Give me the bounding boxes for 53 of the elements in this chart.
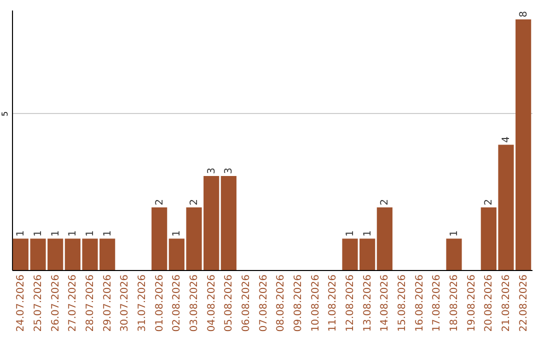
data-label: 1 — [172, 230, 183, 237]
x-tick-label: 29.07.2026 — [102, 274, 114, 332]
x-tick-label: 21.08.2026 — [501, 274, 512, 332]
data-label: 1 — [16, 230, 27, 237]
x-tick-label: 20.08.2026 — [484, 274, 495, 332]
data-label: 2 — [484, 198, 495, 206]
x-tick-label: 30.07.2026 — [120, 274, 131, 332]
x-tick-label: 17.08.2026 — [432, 274, 443, 332]
x-tick-label: 05.08.2026 — [224, 274, 235, 332]
x-tick-label: 18.08.2026 — [449, 274, 460, 332]
data-label: 1 — [85, 230, 96, 237]
bar — [220, 176, 236, 270]
data-label: 3 — [206, 168, 218, 174]
data-label: 3 — [224, 168, 235, 174]
data-label: 1 — [68, 230, 79, 237]
x-tick-label: 28.07.2026 — [85, 274, 96, 332]
data-label: 1 — [33, 230, 44, 237]
x-tick-label: 27.07.2026 — [68, 274, 79, 332]
x-tick-label: 24.07.2026 — [16, 274, 27, 332]
bar — [376, 207, 392, 270]
data-label: 1 — [449, 230, 460, 237]
data-label: 2 — [189, 198, 200, 206]
data-label: 1 — [102, 230, 114, 237]
x-tick-label: 14.08.2026 — [380, 274, 391, 332]
x-tick-label: 02.08.2026 — [172, 274, 183, 332]
data-label: 1 — [50, 230, 62, 237]
x-tick-label: 26.07.2026 — [50, 274, 62, 332]
x-tick-label: 15.08.2026 — [397, 274, 408, 332]
bar — [152, 207, 168, 270]
x-tick-label: 12.08.2026 — [345, 274, 356, 332]
x-tick-label: 04.08.2026 — [206, 274, 218, 332]
x-tick-label: 07.08.2026 — [258, 274, 270, 332]
bar — [446, 238, 462, 270]
x-tick-label: 19.08.2026 — [466, 274, 478, 332]
x-tick-label: 09.08.2026 — [293, 274, 304, 332]
x-tick-label: 16.08.2026 — [414, 274, 426, 332]
x-tick-label: 11.08.2026 — [328, 274, 339, 332]
data-label: 2 — [380, 198, 391, 206]
x-tick-label: 13.08.2026 — [362, 274, 374, 332]
data-label: 1 — [362, 230, 374, 237]
y-tick-label: 5 — [0, 111, 10, 116]
x-tick-label: 22.08.2026 — [518, 274, 530, 332]
data-label: 2 — [154, 198, 166, 206]
data-label: 8 — [518, 11, 530, 18]
x-tick-label: 08.08.2026 — [276, 274, 287, 332]
x-tick-label: 06.08.2026 — [241, 274, 252, 332]
x-tick-label: 03.08.2026 — [189, 274, 200, 332]
data-label: 4 — [501, 136, 512, 143]
x-tick-label: 25.07.2026 — [33, 274, 44, 332]
data-label: 1 — [345, 230, 356, 237]
x-tick-label: 01.08.2026 — [154, 274, 166, 332]
x-tick-label: 31.07.2026 — [137, 274, 148, 332]
x-tick-label: 10.08.2026 — [310, 274, 322, 332]
